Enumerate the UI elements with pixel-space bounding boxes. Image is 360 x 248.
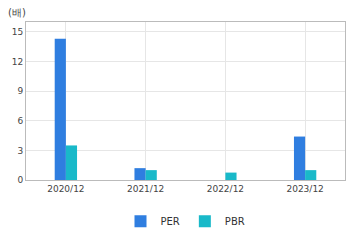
svg-text:PER: PER [161,216,180,227]
svg-text:9: 9 [17,86,23,96]
svg-text:(배): (배) [8,7,26,18]
svg-text:3: 3 [17,146,23,156]
svg-text:2020/12: 2020/12 [47,184,84,194]
svg-text:12: 12 [12,57,23,67]
svg-text:15: 15 [12,27,23,37]
svg-text:2023/12: 2023/12 [286,184,323,194]
svg-text:6: 6 [17,116,23,126]
svg-text:2022/12: 2022/12 [207,184,244,194]
svg-text:PBR: PBR [225,216,245,227]
svg-text:0: 0 [17,175,23,185]
svg-text:2021/12: 2021/12 [127,184,164,194]
